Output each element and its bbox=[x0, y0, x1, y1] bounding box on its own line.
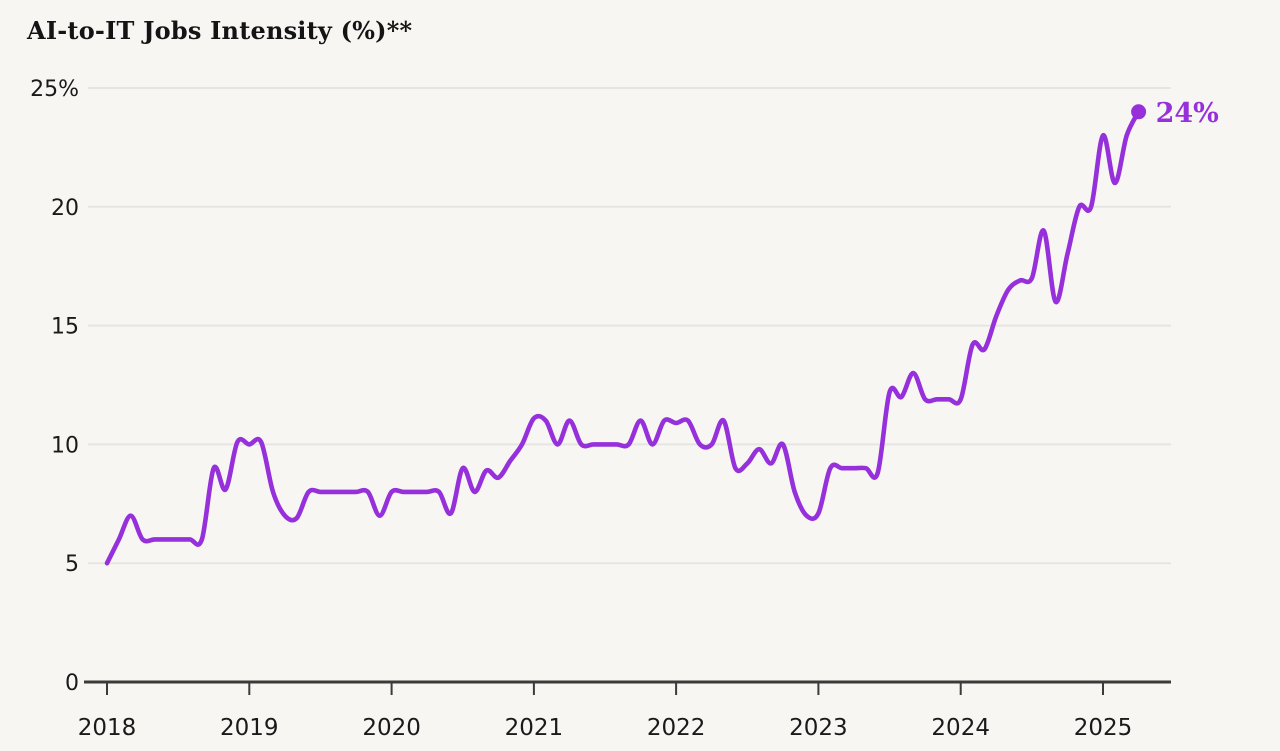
x-tick-label-2019: 2019 bbox=[220, 715, 279, 741]
y-tick-label-15: 15 bbox=[51, 315, 79, 340]
x-tick-label-2025: 2025 bbox=[1074, 715, 1133, 741]
x-axis-ticks bbox=[106, 682, 1104, 695]
series-end-label: 24% bbox=[1156, 98, 1219, 129]
y-tick-label-25: 25% bbox=[30, 77, 79, 102]
x-tick-label-2023: 2023 bbox=[789, 715, 848, 741]
y-tick-label-20: 20 bbox=[51, 196, 79, 221]
chart-title: AI-to-IT Jobs Intensity (%)** bbox=[27, 16, 413, 45]
y-tick-label-5: 5 bbox=[65, 552, 79, 577]
series-end-dot bbox=[1131, 104, 1147, 120]
y-tick-label-10: 10 bbox=[51, 433, 79, 458]
y-tick-label-0: 0 bbox=[65, 671, 79, 696]
x-tick-label-2020: 2020 bbox=[362, 715, 421, 741]
x-tick-label-2018: 2018 bbox=[78, 715, 137, 741]
y-axis-labels: 25% 20 15 10 5 0 bbox=[30, 77, 79, 696]
x-tick-label-2022: 2022 bbox=[647, 715, 706, 741]
gridlines bbox=[88, 87, 1171, 565]
x-tick-label-2021: 2021 bbox=[505, 715, 564, 741]
series-line bbox=[104, 109, 1141, 566]
x-tick-label-2024: 2024 bbox=[931, 715, 990, 741]
x-axis-labels: 2018 2019 2020 2021 2022 2023 2024 2025 bbox=[78, 715, 1133, 741]
